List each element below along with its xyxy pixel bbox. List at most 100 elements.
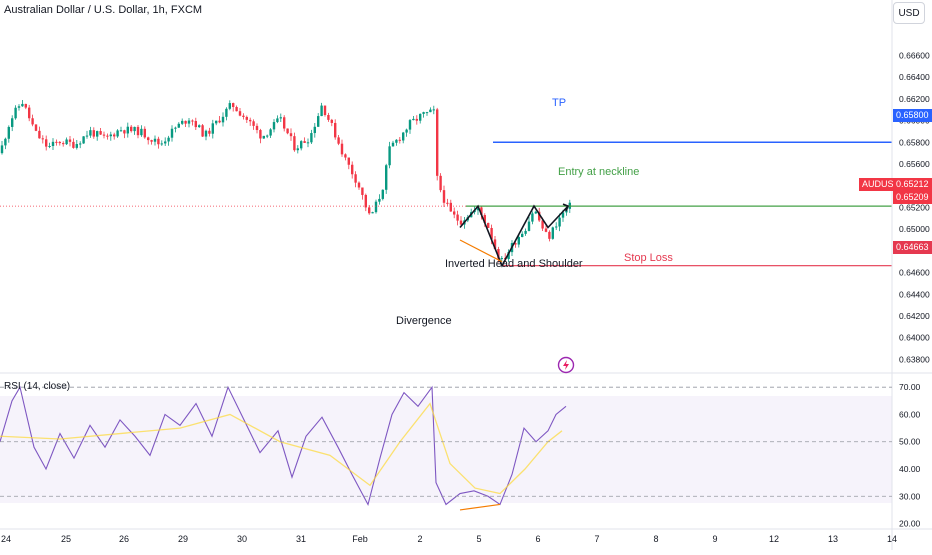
chart-title: Australian Dollar / U.S. Dollar, 1h, FXC… <box>4 4 203 16</box>
candle-body <box>500 258 503 260</box>
rsi-label: RSI (14, close) <box>4 381 71 392</box>
candle-body <box>279 117 282 119</box>
candle-body <box>133 126 136 132</box>
sl-price-label: 0.64663 <box>893 241 932 254</box>
candle-body <box>85 135 89 137</box>
candle-body <box>215 120 218 124</box>
candle-body <box>41 138 44 140</box>
candle-body <box>249 119 252 122</box>
time-tick-label: 25 <box>61 534 71 544</box>
stop-loss-annotation: Stop Loss <box>624 252 673 264</box>
candle-body <box>483 215 486 223</box>
candle-body <box>303 141 306 143</box>
candle-body <box>147 137 150 141</box>
candle-body <box>119 130 123 132</box>
price-tick-label: 0.66200 <box>899 94 930 104</box>
rsi-tick-label: 50.00 <box>899 437 921 447</box>
candle-body <box>170 128 174 138</box>
candle-body <box>235 106 238 112</box>
candle-body <box>79 143 82 145</box>
rsi-tick-label: 60.00 <box>899 409 921 419</box>
candle-body <box>164 141 167 144</box>
candle-body <box>160 143 163 145</box>
rsi-line <box>0 385 567 506</box>
currency-button[interactable]: USD <box>893 2 925 24</box>
candle-body <box>514 243 517 245</box>
candle-body <box>368 207 371 214</box>
candle-body <box>276 118 279 123</box>
symbol-label: AUDUSD <box>859 178 904 191</box>
candle-body <box>68 139 72 142</box>
head-shoulders-pattern <box>459 204 569 268</box>
candle-body <box>259 130 262 139</box>
lightning-icon[interactable] <box>557 356 575 374</box>
candle-body <box>72 141 75 148</box>
candle-body <box>388 146 391 166</box>
candle-body <box>45 139 48 147</box>
candle-body <box>487 222 490 228</box>
candle-body <box>65 139 68 145</box>
price-tick-label: 0.64400 <box>899 289 930 299</box>
candle-body <box>55 141 58 143</box>
candle-body <box>490 227 493 240</box>
candle-body <box>398 139 401 141</box>
time-tick-label: 8 <box>653 534 658 544</box>
candle-body <box>306 142 310 144</box>
time-tick-label: 6 <box>535 534 540 544</box>
candle-body <box>534 211 537 214</box>
candle-body <box>130 126 133 132</box>
price-tick-label: 0.65000 <box>899 224 930 234</box>
candle-body <box>432 109 435 111</box>
candle-body <box>357 182 361 188</box>
candle-body <box>422 112 425 114</box>
candle-body <box>425 112 429 114</box>
entry-annotation: Entry at neckline <box>558 166 640 178</box>
candle-body <box>497 249 500 259</box>
candle-body <box>174 127 177 129</box>
candle-body <box>449 202 452 212</box>
candle-body <box>62 143 65 145</box>
candle-body <box>378 198 381 202</box>
candle-body <box>92 130 95 137</box>
time-tick-label: 14 <box>887 534 897 544</box>
candle-body <box>442 190 446 203</box>
candle-body <box>143 128 146 138</box>
time-tick-label: 5 <box>476 534 481 544</box>
time-tick-label: 26 <box>119 534 129 544</box>
candle-body <box>187 120 191 124</box>
candle-body <box>34 124 38 131</box>
candle-body <box>323 105 327 115</box>
pattern-annotation: Inverted Head and Shoulder <box>445 258 583 270</box>
price-tick-label: 0.63800 <box>899 354 930 364</box>
candle-body <box>446 202 449 204</box>
candle-body <box>391 142 395 147</box>
candle-body <box>245 116 248 120</box>
candle-body <box>181 120 184 124</box>
candle-body <box>194 121 197 128</box>
price-divergence-line <box>459 239 503 263</box>
candle-body <box>405 129 408 133</box>
candle-body <box>211 123 214 134</box>
rsi-tick-label: 70.00 <box>899 382 921 392</box>
candle-body <box>517 237 520 245</box>
candle-body <box>364 194 367 208</box>
candle-body <box>198 125 201 128</box>
time-tick-label: 29 <box>178 534 188 544</box>
candle-body <box>561 212 565 218</box>
level-lines-layer <box>0 141 892 267</box>
price-tick-label: 0.66600 <box>899 50 930 60</box>
candle-body <box>272 122 276 130</box>
candle-body <box>419 113 422 121</box>
price-tick-label: 0.65600 <box>899 159 930 169</box>
candle-body <box>296 148 299 151</box>
candle-body <box>558 217 561 227</box>
candle-body <box>344 154 347 158</box>
candle-body <box>408 120 412 130</box>
candle-body <box>232 103 235 107</box>
candle-body <box>126 126 129 134</box>
candle-body <box>252 121 255 126</box>
candle-body <box>555 226 558 228</box>
